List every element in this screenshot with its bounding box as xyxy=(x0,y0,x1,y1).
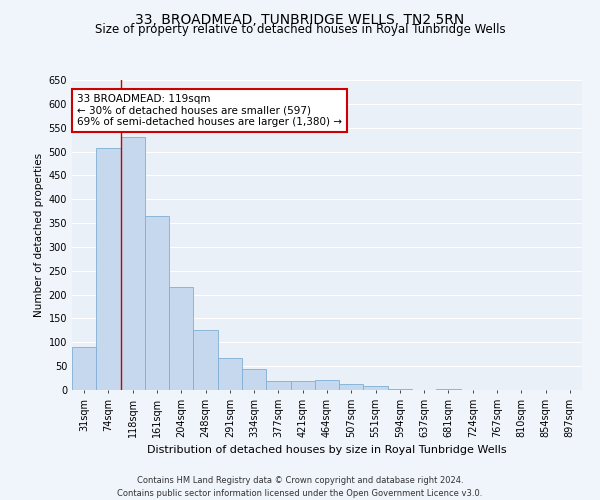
Text: 33 BROADMEAD: 119sqm
← 30% of detached houses are smaller (597)
69% of semi-deta: 33 BROADMEAD: 119sqm ← 30% of detached h… xyxy=(77,94,342,127)
Bar xyxy=(72,347,96,390)
Bar xyxy=(364,386,388,390)
Bar xyxy=(96,148,121,390)
Y-axis label: Number of detached properties: Number of detached properties xyxy=(34,153,44,317)
Bar xyxy=(266,382,290,390)
Text: 33, BROADMEAD, TUNBRIDGE WELLS, TN2 5RN: 33, BROADMEAD, TUNBRIDGE WELLS, TN2 5RN xyxy=(136,12,464,26)
Bar xyxy=(145,216,169,390)
Bar xyxy=(315,380,339,390)
Bar xyxy=(339,384,364,390)
Bar xyxy=(169,288,193,390)
Bar xyxy=(218,358,242,390)
Bar xyxy=(121,137,145,390)
Bar xyxy=(242,370,266,390)
Text: Size of property relative to detached houses in Royal Tunbridge Wells: Size of property relative to detached ho… xyxy=(95,22,505,36)
Bar xyxy=(193,330,218,390)
Bar xyxy=(436,389,461,390)
Bar xyxy=(290,382,315,390)
Text: Contains HM Land Registry data © Crown copyright and database right 2024.
Contai: Contains HM Land Registry data © Crown c… xyxy=(118,476,482,498)
X-axis label: Distribution of detached houses by size in Royal Tunbridge Wells: Distribution of detached houses by size … xyxy=(147,446,507,456)
Bar xyxy=(388,388,412,390)
